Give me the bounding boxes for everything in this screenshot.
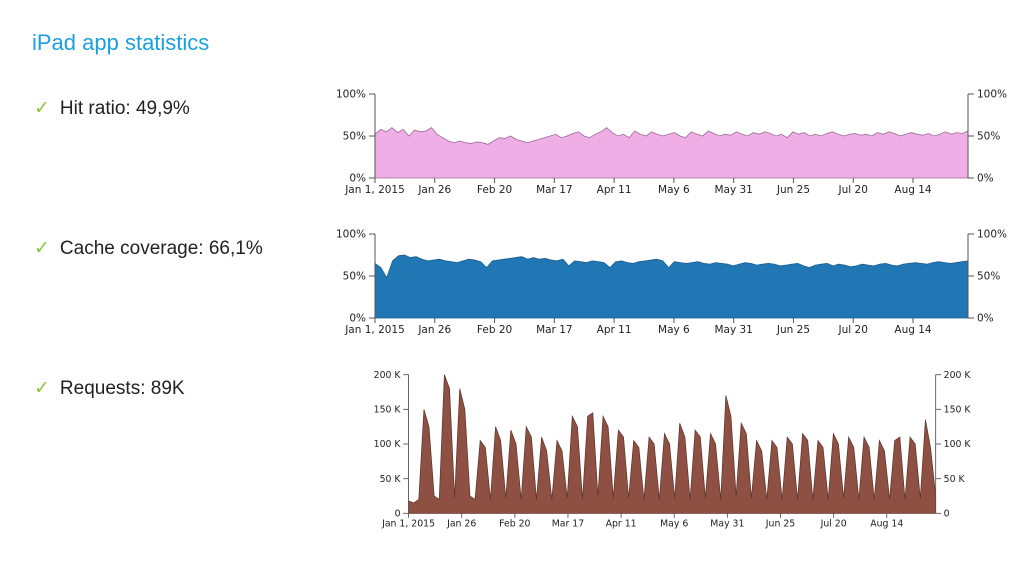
x-tick-label: Apr 11 — [606, 519, 637, 530]
y-tick-label-left: 50% — [343, 271, 366, 283]
y-tick-label-left: 200 K — [374, 370, 402, 381]
bullet-text: Cache coverage: 66,1% — [59, 238, 263, 259]
x-tick-label: Jan 26 — [417, 324, 451, 336]
area-series — [374, 127, 969, 179]
x-tick-label: Jun 25 — [776, 324, 810, 336]
bullet-requests: ✓ Requests: 89K — [34, 377, 185, 400]
y-tick-label-left: 0 — [395, 508, 401, 519]
cache-coverage-chart: 0% 0% 50% 50% 100% 100% Jan 1, 2015 Jan 26 Feb 2… — [336, 229, 1007, 337]
y-tick-label-left: 0% — [349, 173, 366, 185]
y-tick-label-right: 0% — [977, 313, 994, 325]
y-tick-label-left: 0% — [349, 313, 366, 325]
x-tick-label: May 6 — [658, 324, 690, 336]
x-tick-label: Feb 20 — [477, 184, 512, 196]
x-tick-label: Mar 17 — [536, 324, 573, 336]
x-tick-label: Aug 14 — [894, 184, 932, 196]
x-tick-label: Jan 1, 2015 — [344, 324, 405, 336]
y-tick-label-right: 100% — [977, 89, 1007, 101]
y-tick-label-right: 50 K — [944, 474, 966, 485]
x-tick-label: Jul 20 — [820, 519, 847, 530]
x-tick-label: Apr 11 — [597, 184, 632, 196]
area-series — [408, 374, 937, 514]
y-tick-label-right: 50% — [977, 271, 1000, 283]
x-tick-label: Jul 20 — [838, 184, 868, 196]
x-tick-label: Jan 1, 2015 — [381, 519, 435, 530]
y-tick-label-right: 200 K — [944, 370, 972, 381]
y-tick-label-left: 100% — [336, 229, 366, 241]
y-tick-label-left: 50 K — [380, 474, 402, 485]
check-icon: ✓ — [34, 97, 50, 119]
check-icon: ✓ — [34, 237, 50, 259]
y-tick-label-right: 100 K — [944, 439, 972, 450]
x-tick-label: Jan 26 — [446, 519, 476, 530]
x-tick-label: May 6 — [658, 184, 690, 196]
x-tick-label: Mar 17 — [552, 519, 584, 530]
x-tick-label: Jun 25 — [776, 184, 810, 196]
bullet-text: Requests: 89K — [59, 378, 185, 399]
x-tick-label: May 31 — [714, 324, 752, 336]
x-tick-label: May 31 — [714, 184, 752, 196]
bullet-text: Hit ratio: 49,9% — [59, 98, 190, 119]
x-tick-label: Feb 20 — [477, 324, 512, 336]
y-tick-label-right: 150 K — [944, 404, 972, 415]
hit-ratio-chart: 0% 0% 50% 50% 100% 100% Jan 1, 2015 Jan 26 Feb 2… — [336, 89, 1007, 197]
area-series — [374, 254, 969, 319]
y-tick-label-left: 100% — [336, 89, 366, 101]
x-tick-label: Jul 20 — [838, 324, 868, 336]
x-tick-label: Jan 26 — [417, 184, 451, 196]
y-tick-label-left: 100 K — [374, 439, 402, 450]
y-tick-label-left: 50% — [343, 131, 366, 143]
check-icon: ✓ — [34, 377, 50, 399]
requests-chart: 0 0 50 K 50 K 100 K 100 K 150 K 150 K 200 K 200 K… — [374, 370, 972, 530]
x-tick-label: Aug 14 — [870, 519, 903, 530]
page-title: iPad app statistics — [32, 30, 210, 55]
x-tick-label: Aug 14 — [894, 324, 932, 336]
bullet-hit-ratio: ✓ Hit ratio: 49,9% — [34, 97, 190, 120]
x-tick-label: Mar 17 — [536, 184, 573, 196]
x-tick-label: May 6 — [660, 519, 688, 530]
x-tick-label: Apr 11 — [597, 324, 632, 336]
x-tick-label: Jan 1, 2015 — [344, 184, 405, 196]
x-tick-label: May 31 — [710, 519, 744, 530]
y-tick-label-left: 150 K — [374, 404, 402, 415]
x-tick-label: Feb 20 — [499, 519, 530, 530]
y-tick-label-right: 0% — [977, 173, 994, 185]
bullet-cache-coverage: ✓ Cache coverage: 66,1% — [34, 237, 263, 260]
y-tick-label-right: 100% — [977, 229, 1007, 241]
x-tick-label: Jun 25 — [765, 519, 795, 530]
y-tick-label-right: 50% — [977, 131, 1000, 143]
y-tick-label-right: 0 — [944, 508, 950, 519]
